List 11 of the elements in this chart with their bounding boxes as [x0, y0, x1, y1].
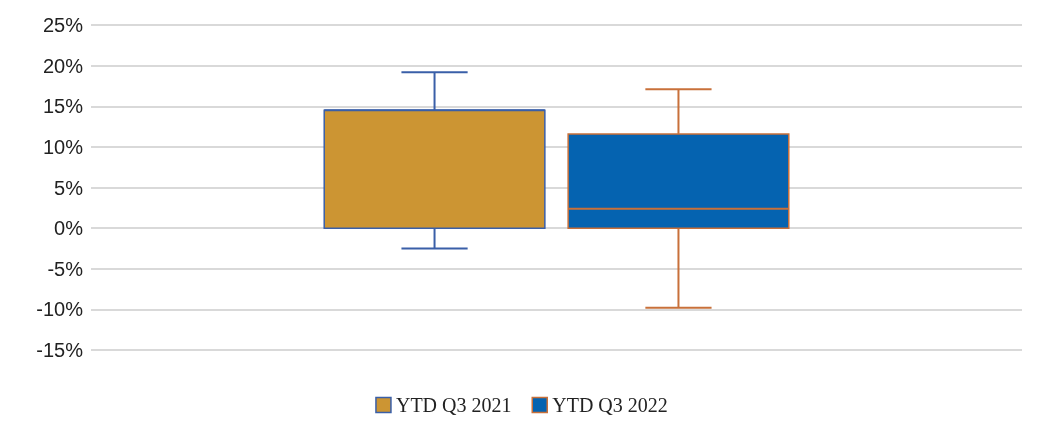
y-tick-label: -5%: [47, 257, 84, 280]
y-tick-label: -15%: [36, 339, 84, 361]
legend-label: YTD Q3 2021: [395, 394, 512, 416]
y-tick-label: 0%: [54, 217, 84, 240]
y-tick-label: -10%: [36, 298, 84, 321]
legend-label: YTD Q3 2022: [552, 394, 668, 416]
y-tick-label: 5%: [54, 176, 84, 199]
y-tick-label: 15%: [42, 95, 84, 118]
y-tick-label: 20%: [42, 54, 84, 77]
y-tick-label: 10%: [42, 135, 84, 158]
y-tick-label: 25%: [42, 14, 84, 36]
